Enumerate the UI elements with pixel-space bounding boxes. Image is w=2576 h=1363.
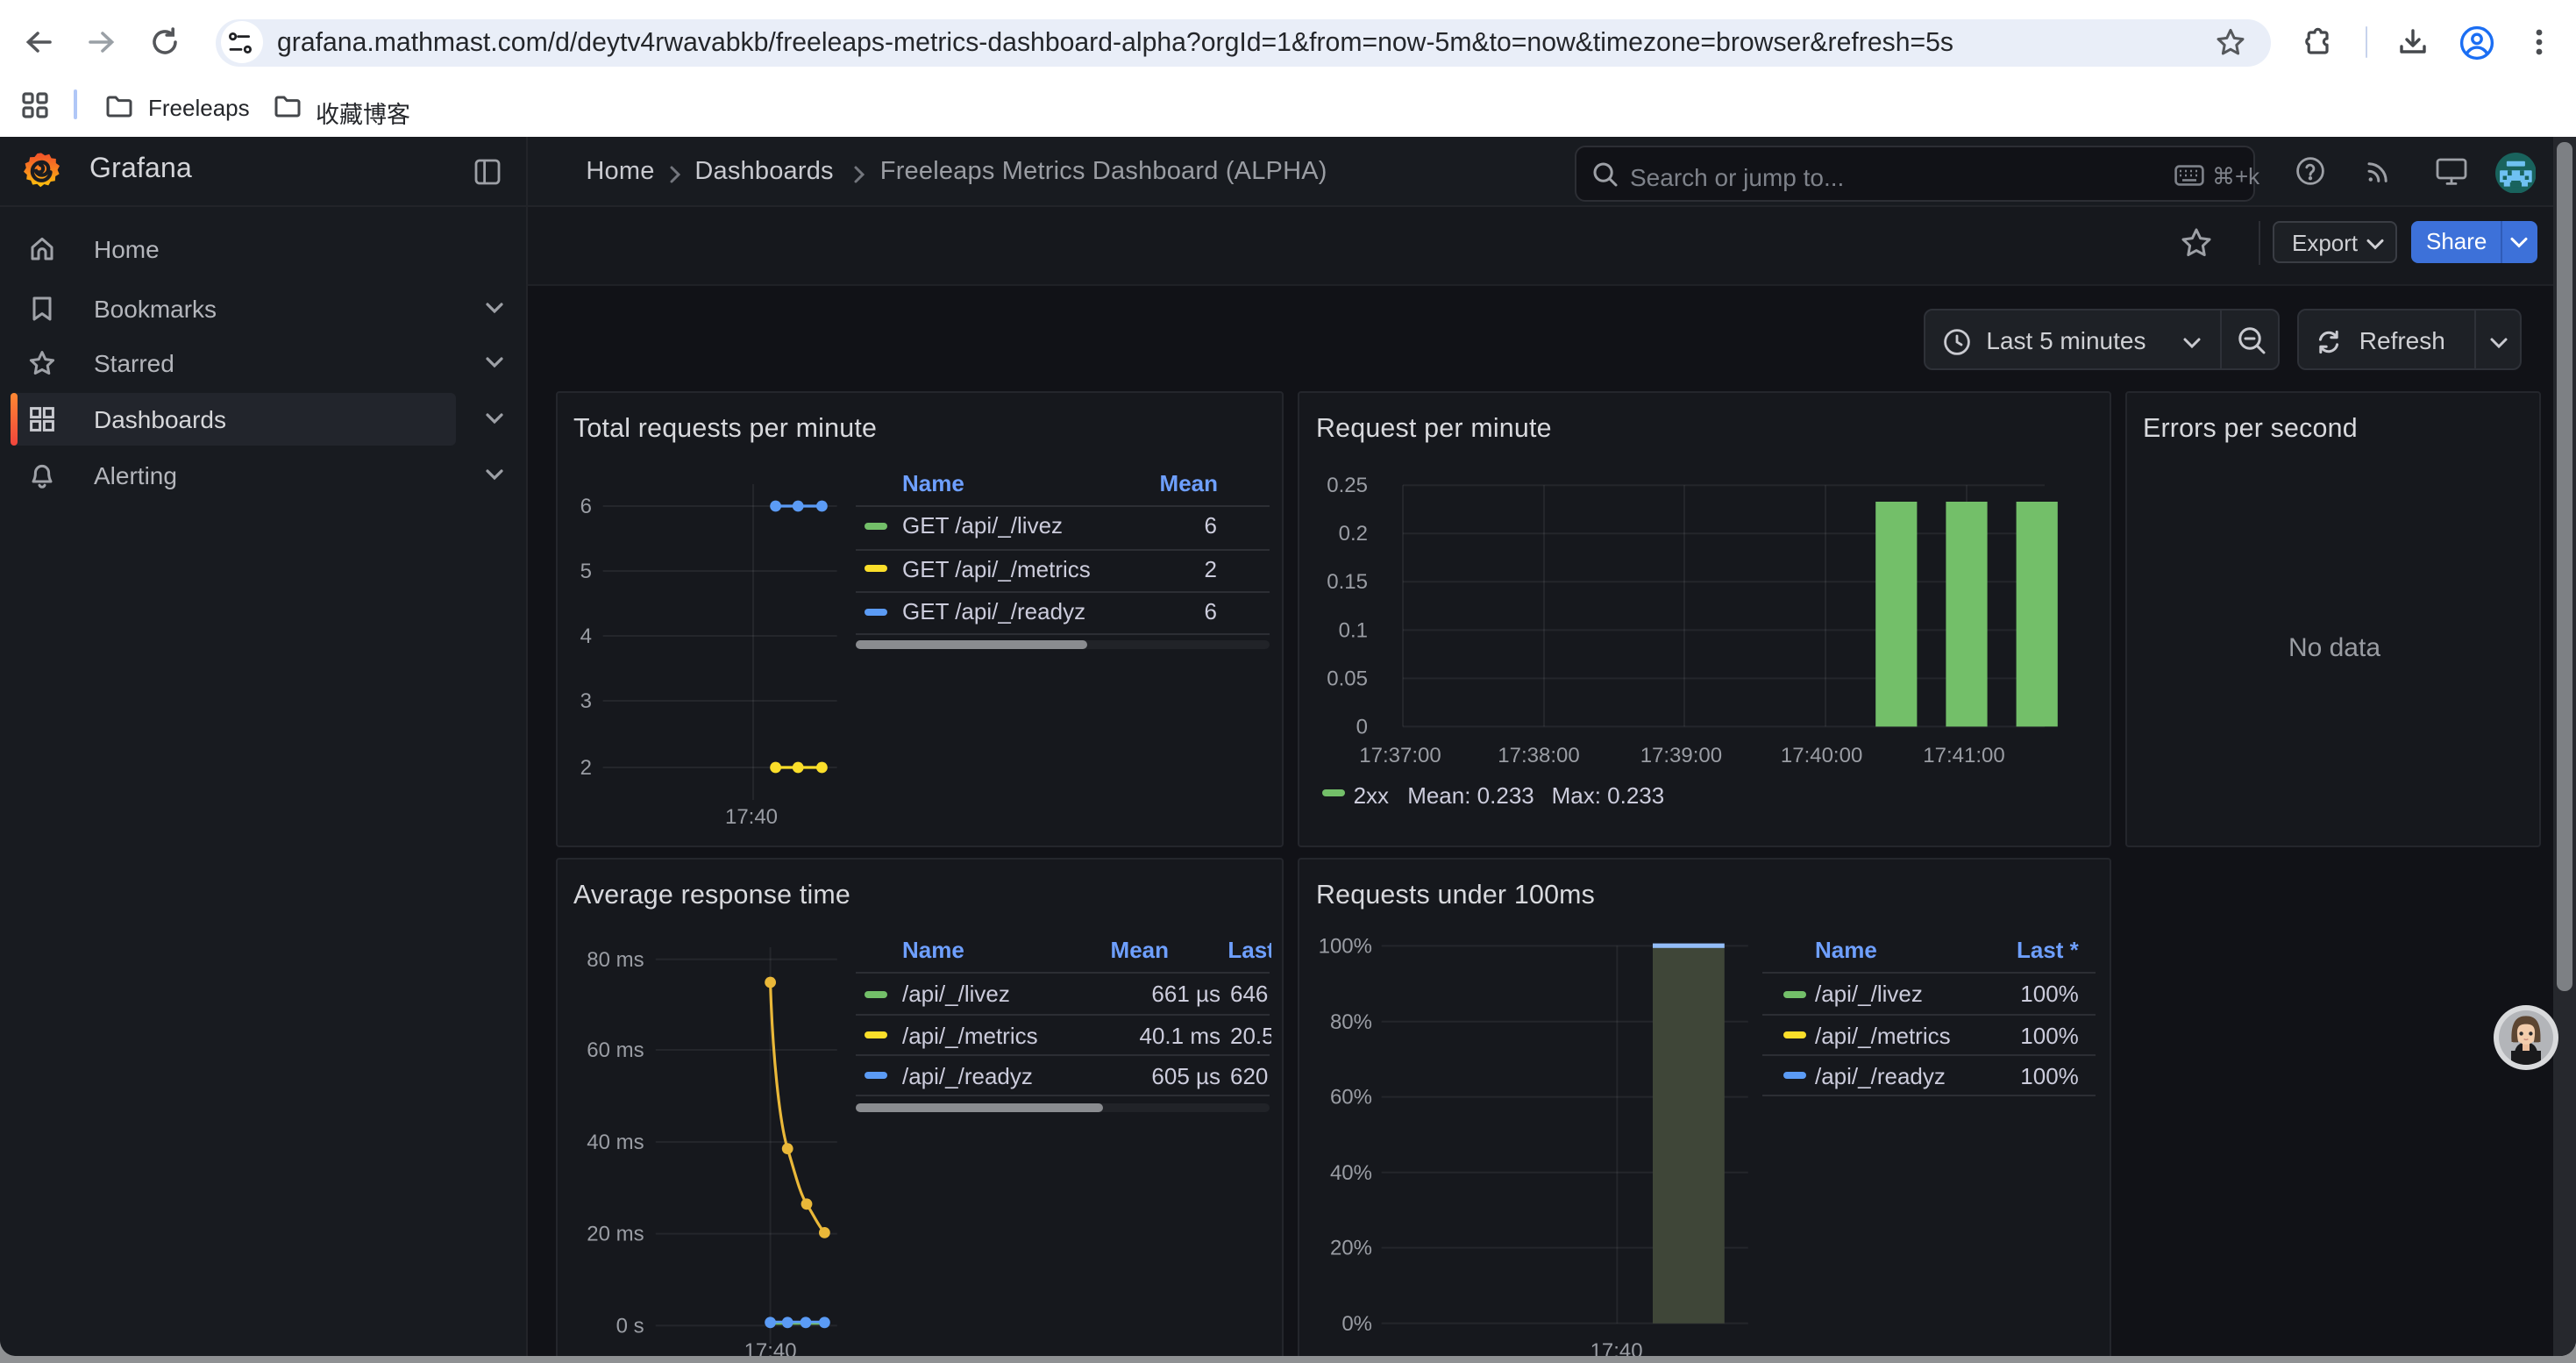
svg-text:40%: 40% (1330, 1160, 1372, 1184)
svg-text:60 ms: 60 ms (586, 1038, 643, 1061)
svg-text:17:41:00: 17:41:00 (1923, 744, 2004, 767)
svg-text:20 ms: 20 ms (586, 1222, 643, 1245)
svg-text:0.1: 0.1 (1339, 618, 1368, 642)
svg-text:17:40: 17:40 (744, 1338, 796, 1355)
svg-text:0.2: 0.2 (1339, 522, 1368, 546)
svg-text:0.15: 0.15 (1327, 570, 1368, 594)
svg-text:4: 4 (580, 624, 591, 648)
svg-text:100%: 100% (1319, 933, 1372, 957)
svg-text:17:40: 17:40 (724, 805, 777, 829)
svg-text:17:40: 17:40 (1590, 1338, 1643, 1355)
svg-text:20%: 20% (1330, 1236, 1372, 1260)
svg-text:0: 0 (1356, 715, 1368, 739)
svg-text:0%: 0% (1341, 1311, 1372, 1335)
svg-text:3: 3 (580, 689, 591, 713)
svg-text:60%: 60% (1330, 1085, 1372, 1109)
svg-text:0.25: 0.25 (1327, 474, 1368, 497)
svg-text:40 ms: 40 ms (586, 1130, 643, 1153)
svg-text:17:37:00: 17:37:00 (1359, 744, 1441, 767)
svg-text:17:38:00: 17:38:00 (1498, 744, 1579, 767)
svg-text:17:39:00: 17:39:00 (1640, 744, 1722, 767)
svg-text:6: 6 (580, 495, 591, 518)
svg-text:80%: 80% (1330, 1010, 1372, 1033)
svg-text:0 s: 0 s (616, 1313, 644, 1337)
svg-text:0.05: 0.05 (1327, 667, 1368, 690)
svg-text:80 ms: 80 ms (586, 947, 643, 971)
svg-text:5: 5 (580, 560, 591, 583)
svg-text:2: 2 (580, 756, 591, 780)
svg-text:17:40:00: 17:40:00 (1781, 744, 1862, 767)
